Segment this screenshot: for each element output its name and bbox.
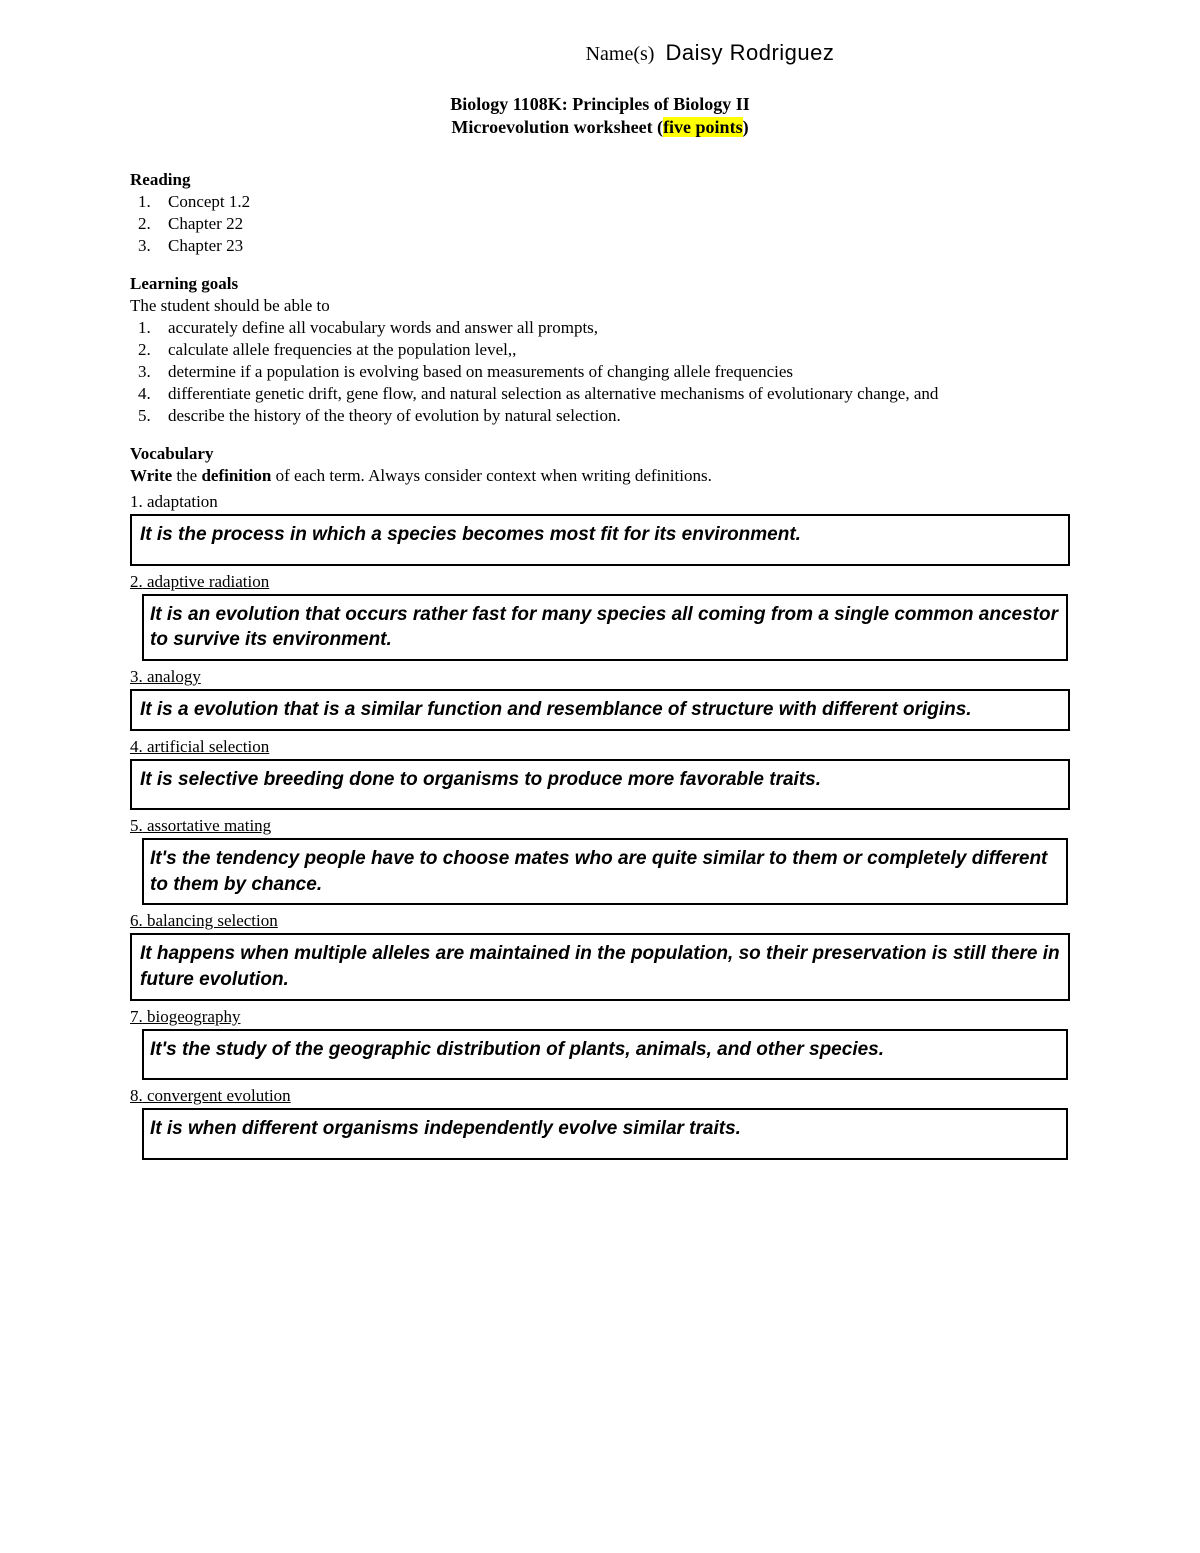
- vocab-instruction: Write the definition of each term. Alway…: [130, 466, 1070, 486]
- vocab-item: 2. adaptive radiation It is an evolution…: [130, 572, 1070, 661]
- vocab-answer: It's the study of the geographic distrib…: [142, 1029, 1068, 1081]
- vocab-term: 8. convergent evolution: [130, 1086, 1070, 1106]
- list-item: 3.Chapter 23: [168, 236, 1070, 256]
- vocab-answer: It is the process in which a species bec…: [130, 514, 1070, 566]
- vocab-answer: It is when different organisms independe…: [142, 1108, 1068, 1160]
- vocab-item: 4. artificial selection It is selective …: [130, 737, 1070, 811]
- vocab-term: 4. artificial selection: [130, 737, 1070, 757]
- vocab-item: 1. adaptation It is the process in which…: [130, 492, 1070, 566]
- vocab-term: 7. biogeography: [130, 1007, 1070, 1027]
- vocab-answer: It's the tendency people have to choose …: [142, 838, 1068, 905]
- goals-heading: Learning goals: [130, 274, 1070, 294]
- list-item: 2.calculate allele frequencies at the po…: [168, 340, 1070, 360]
- vocab-term: 2. adaptive radiation: [130, 572, 1070, 592]
- course-title: Biology 1108K: Principles of Biology II: [130, 94, 1070, 115]
- list-item: 1.Concept 1.2: [168, 192, 1070, 212]
- name-line: Name(s) Daisy Rodriguez: [350, 40, 1070, 66]
- list-item: 2.Chapter 22: [168, 214, 1070, 234]
- reading-heading: Reading: [130, 170, 1070, 190]
- vocab-item: 3. analogy It is a evolution that is a s…: [130, 667, 1070, 731]
- vocab-heading: Vocabulary: [130, 444, 1070, 464]
- vocab-item: 5. assortative mating It's the tendency …: [130, 816, 1070, 905]
- vocab-answer: It is selective breeding done to organis…: [130, 759, 1070, 811]
- vocab-instruction-definition: definition: [201, 466, 271, 485]
- vocab-answer: It happens when multiple alleles are mai…: [130, 933, 1070, 1000]
- vocab-term: 5. assortative mating: [130, 816, 1070, 836]
- vocab-term: 6. balancing selection: [130, 911, 1070, 931]
- vocab-item: 7. biogeography It's the study of the ge…: [130, 1007, 1070, 1081]
- worksheet-subtitle: Microevolution worksheet (five points): [130, 117, 1070, 138]
- list-item: 1.accurately define all vocabulary words…: [168, 318, 1070, 338]
- name-value: Daisy Rodriguez: [665, 40, 834, 65]
- goals-list: 1.accurately define all vocabulary words…: [130, 318, 1070, 426]
- goals-intro: The student should be able to: [130, 296, 1070, 316]
- list-item: 4.differentiate genetic drift, gene flow…: [168, 384, 1070, 404]
- vocab-item: 8. convergent evolution It is when diffe…: [130, 1086, 1070, 1160]
- name-label: Name(s): [586, 43, 655, 65]
- subtitle-highlight: five points: [663, 117, 743, 137]
- vocab-item: 6. balancing selection It happens when m…: [130, 911, 1070, 1000]
- vocab-term: 3. analogy: [130, 667, 1070, 687]
- vocab-instruction-write: Write: [130, 466, 172, 485]
- list-item: 5.describe the history of the theory of …: [168, 406, 1070, 426]
- subtitle-prefix: Microevolution worksheet (: [451, 117, 663, 137]
- subtitle-suffix: ): [743, 117, 749, 137]
- reading-list: 1.Concept 1.2 2.Chapter 22 3.Chapter 23: [130, 192, 1070, 256]
- vocab-answer: It is a evolution that is a similar func…: [130, 689, 1070, 731]
- vocab-term: 1. adaptation: [130, 492, 1070, 512]
- vocab-answer: It is an evolution that occurs rather fa…: [142, 594, 1068, 661]
- list-item: 3.determine if a population is evolving …: [168, 362, 1070, 382]
